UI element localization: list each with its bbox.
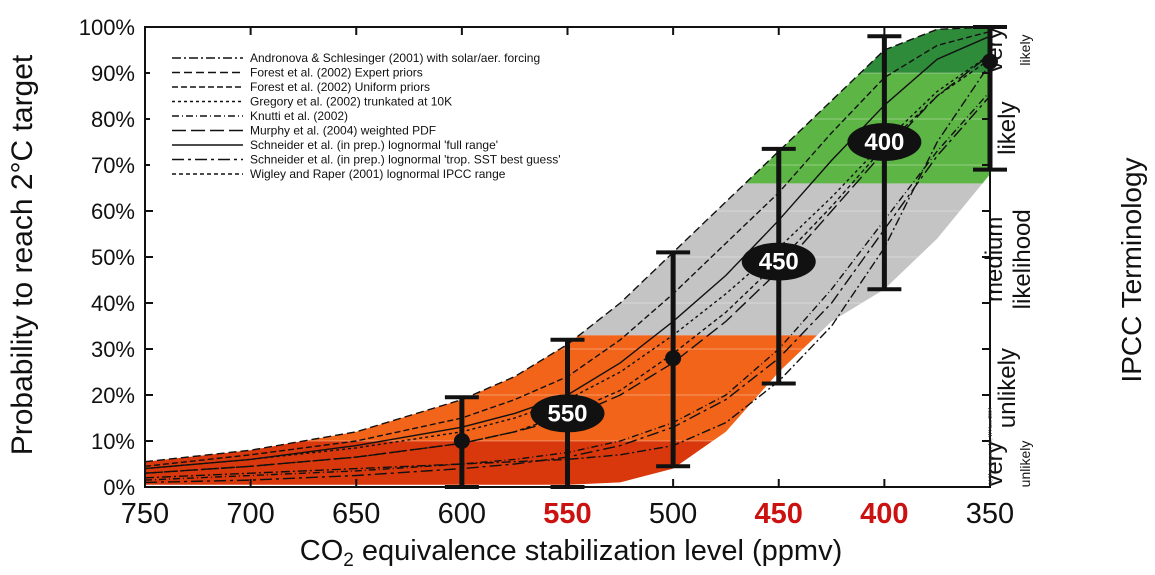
x-tick-label: 750 bbox=[121, 498, 169, 530]
legend-label: Andronova & Schlesinger (2001) with sola… bbox=[250, 51, 540, 65]
level-badge-label: 550 bbox=[547, 400, 587, 427]
probability-curves bbox=[144, 26, 991, 484]
y-axis-title: Probability to reach 2°C target bbox=[6, 54, 39, 455]
x-tick-label: 650 bbox=[332, 498, 380, 530]
credit-text: (c) Meinshausen, M., W Hare 2004 bbox=[988, 407, 994, 485]
likelihood-term: likelihood bbox=[1009, 209, 1036, 309]
level-badge-label: 450 bbox=[759, 249, 799, 276]
likelihood-term: unlikely bbox=[1017, 441, 1033, 488]
curve-1 bbox=[144, 63, 991, 479]
error-bars: 550 450 400 bbox=[444, 25, 1007, 489]
x-tick-label: 400 bbox=[860, 498, 908, 530]
level-badge-400 bbox=[847, 123, 922, 161]
x-tick-label: 700 bbox=[226, 498, 274, 530]
curve-2 bbox=[144, 26, 991, 463]
y-tick-label: 70% bbox=[91, 153, 135, 178]
curve-3 bbox=[144, 30, 991, 467]
median-marker bbox=[665, 350, 682, 367]
level-badge-450 bbox=[741, 242, 816, 281]
y-tick-label: 100% bbox=[79, 15, 135, 40]
x-axis-title: CO2 equivalence stabilization level (ppm… bbox=[300, 535, 843, 571]
likelihood-term: very bbox=[981, 27, 1008, 72]
x-tick-label: 600 bbox=[438, 498, 486, 530]
curve-5 bbox=[144, 90, 991, 481]
curve-6 bbox=[144, 54, 991, 474]
likelihood-term: unlikely bbox=[994, 348, 1021, 428]
legend-label: Schneider et al. (in prep.) lognormal 'f… bbox=[250, 138, 498, 152]
level-badge-label: 400 bbox=[864, 129, 904, 156]
curve-4 bbox=[144, 54, 991, 470]
legend-label: Gregory et al. (2002) trunkated at 10K bbox=[250, 95, 452, 109]
y-tick-label: 80% bbox=[91, 107, 135, 132]
curve-8 bbox=[144, 95, 991, 484]
legend-label: Wigley and Raper (2001) lognormal IPCC r… bbox=[250, 167, 506, 181]
curve-7 bbox=[144, 35, 991, 470]
y-tick-label: 20% bbox=[91, 383, 135, 408]
legend-label: Schneider et al. (in prep.) lognormal 't… bbox=[250, 153, 561, 167]
likelihood-term: very bbox=[981, 441, 1008, 486]
likelihood-term: likely bbox=[1017, 34, 1033, 65]
median-marker bbox=[453, 433, 470, 449]
level-badge-550 bbox=[530, 394, 605, 433]
legend-box bbox=[150, 50, 690, 192]
y-tick-label: 30% bbox=[91, 337, 135, 362]
y-tick-label: 60% bbox=[91, 199, 135, 224]
legend-label: Knutti et al. (2002) bbox=[250, 109, 348, 123]
likelihood-terms: very unlikely unlikely medium likelihood like… bbox=[981, 27, 1036, 487]
y-tick-label: 40% bbox=[91, 291, 135, 316]
ipcc-terminology-title: IPCC Terminology bbox=[1116, 157, 1147, 382]
likelihood-term: medium bbox=[981, 217, 1008, 302]
y-tick-label: 50% bbox=[91, 245, 135, 270]
x-tick-label: 500 bbox=[649, 498, 697, 530]
axis-ticks: 0% 10% 20% 30% 40% 50% 60% 70% 80% 90% 100% 750 700 6… bbox=[79, 15, 1014, 530]
x-tick-label: 450 bbox=[755, 498, 803, 530]
x-tick-label: 550 bbox=[543, 498, 591, 530]
x-tick-label: 350 bbox=[966, 498, 1014, 530]
legend-label: Forest et al. (2002) Expert priors bbox=[250, 66, 423, 80]
legend-label: Forest et al. (2002) Uniform priors bbox=[250, 80, 430, 94]
y-tick-label: 90% bbox=[91, 61, 135, 86]
legend: Andronova & Schlesinger (2001) with sola… bbox=[150, 50, 690, 192]
legend-label: Murphy et al. (2004) weighted PDF bbox=[250, 124, 436, 138]
y-tick-label: 10% bbox=[91, 429, 135, 454]
y-tick-label: 0% bbox=[103, 475, 135, 500]
likelihood-term: likely bbox=[994, 102, 1021, 155]
